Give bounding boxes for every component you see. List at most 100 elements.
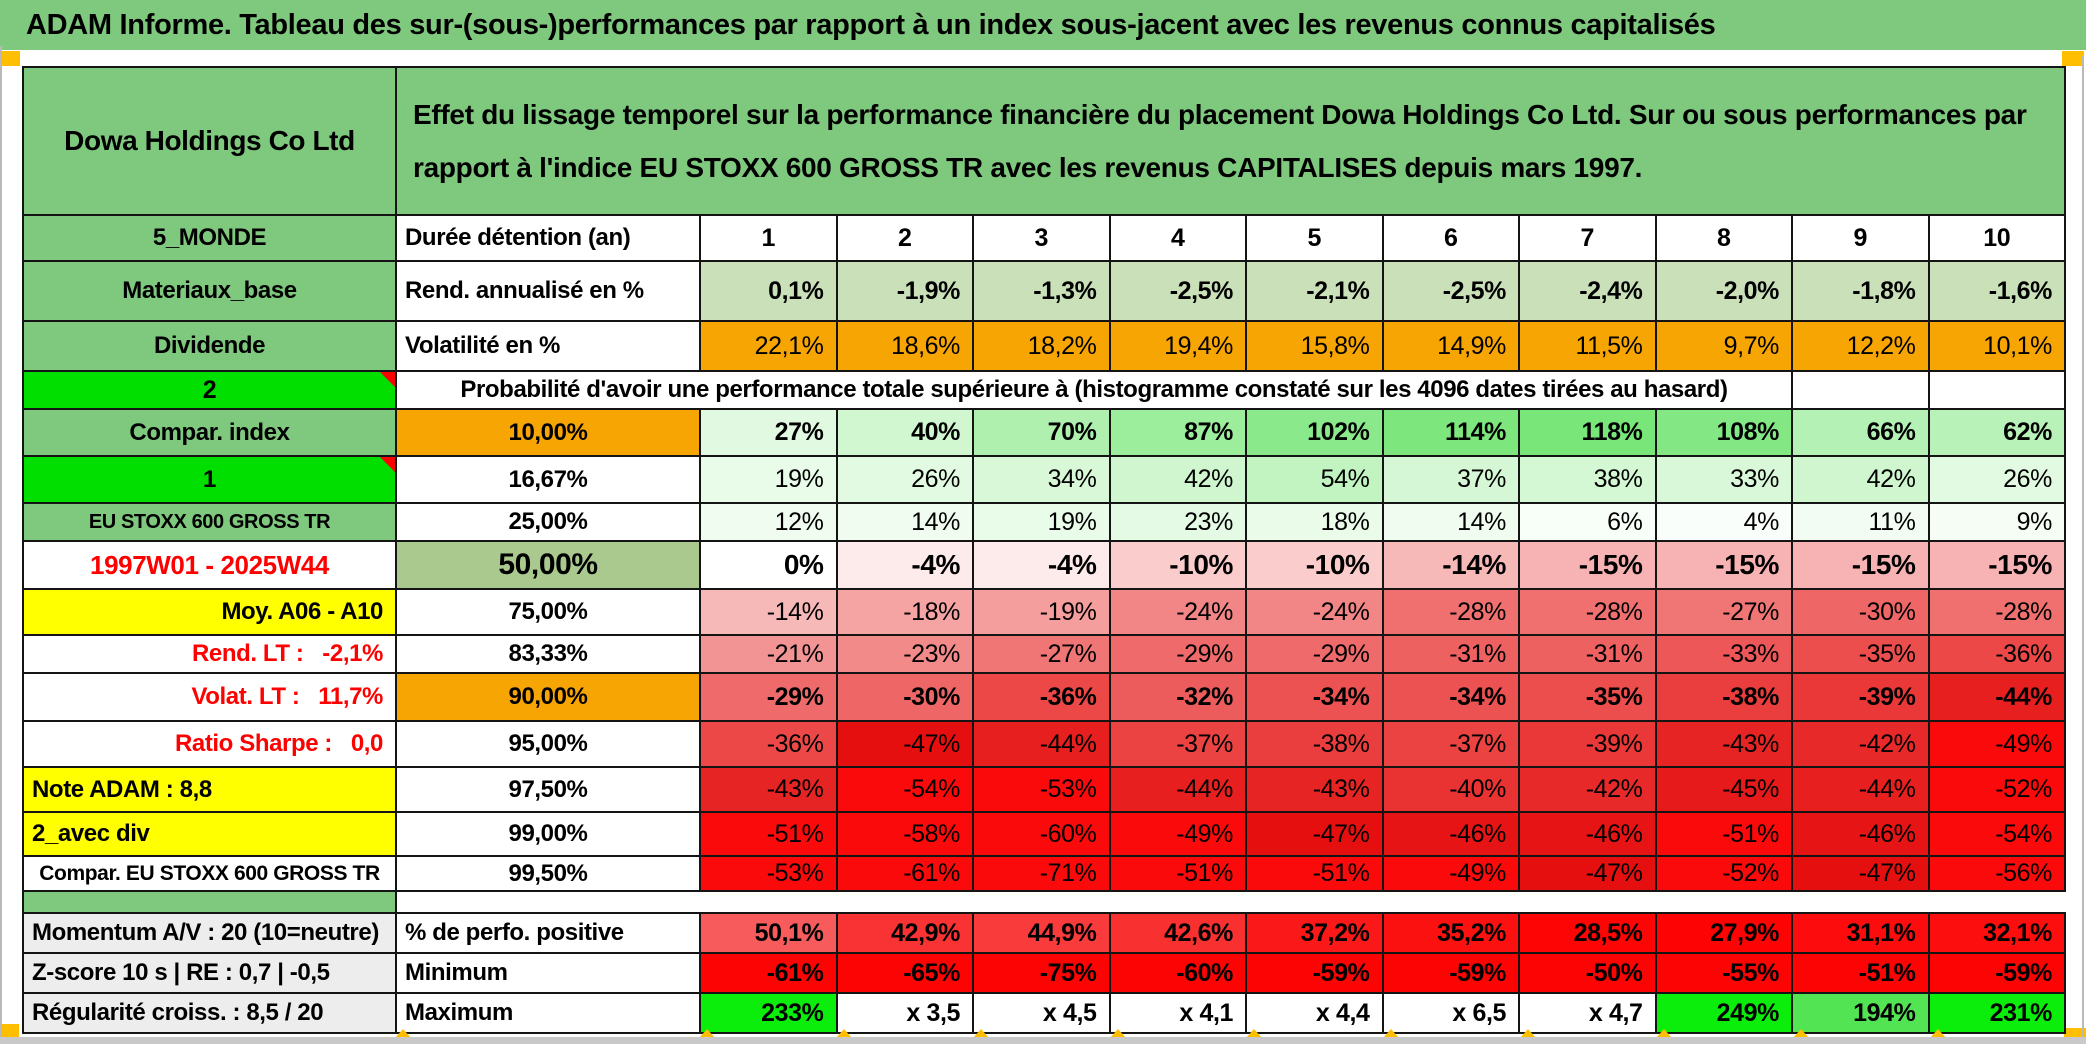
cell-p75-y8[interactable]: -27% — [1654, 588, 1793, 636]
cell-p95-y10[interactable]: -49% — [1927, 720, 2066, 768]
cell-p75-y7[interactable]: -28% — [1518, 588, 1657, 636]
cell-p10-y9[interactable]: 66% — [1791, 408, 1930, 457]
cell-volat-y8[interactable]: 9,7% — [1654, 320, 1793, 372]
cell-p99-y3[interactable]: -60% — [972, 811, 1111, 857]
cell-p75-y9[interactable]: -30% — [1791, 588, 1930, 636]
cell-duree-y8[interactable]: 8 — [1654, 214, 1793, 262]
cell-p75-y6[interactable]: -28% — [1381, 588, 1520, 636]
cell-max-y8[interactable]: 249% — [1654, 992, 1793, 1034]
cell-p10-y4[interactable]: 87% — [1108, 408, 1247, 457]
cell-p90-y3[interactable]: -36% — [972, 672, 1111, 722]
cell-p25-y8[interactable]: 4% — [1654, 502, 1793, 542]
cell-p1667-y7[interactable]: 38% — [1518, 455, 1657, 504]
cell-perfo-y4[interactable]: 42,6% — [1108, 912, 1247, 954]
cell-p99-y7[interactable]: -46% — [1518, 811, 1657, 857]
cell-p95-y8[interactable]: -43% — [1654, 720, 1793, 768]
cell-p75-y3[interactable]: -19% — [972, 588, 1111, 636]
cell-p8333-y4[interactable]: -29% — [1108, 634, 1247, 674]
cell-rend-y5[interactable]: -2,1% — [1245, 260, 1384, 322]
cell-volat-y4[interactable]: 19,4% — [1108, 320, 1247, 372]
cell-volat-y5[interactable]: 15,8% — [1245, 320, 1384, 372]
cell-max-y6[interactable]: x 6,5 — [1381, 992, 1520, 1034]
cell-min-y10[interactable]: -59% — [1927, 952, 2066, 994]
cell-p1667-y8[interactable]: 33% — [1654, 455, 1793, 504]
cell-p1667-y1[interactable]: 19% — [699, 455, 838, 504]
threshold-label-perfo[interactable]: % de perfo. positive — [395, 912, 701, 954]
cell-p50-y1[interactable]: 0% — [699, 540, 838, 590]
threshold-label-p8333[interactable]: 83,33% — [395, 634, 701, 674]
cell-p975-y2[interactable]: -54% — [835, 766, 974, 813]
cell-duree-y7[interactable]: 7 — [1518, 214, 1657, 262]
row-label-p99[interactable]: 2_avec div — [22, 811, 397, 857]
empty-cell[interactable] — [1927, 370, 2066, 410]
threshold-label-duree[interactable]: Durée détention (an) — [395, 214, 701, 262]
cell-p10-y3[interactable]: 70% — [972, 408, 1111, 457]
cell-p75-y2[interactable]: -18% — [835, 588, 974, 636]
cell-min-y2[interactable]: -65% — [835, 952, 974, 994]
cell-p95-y6[interactable]: -37% — [1381, 720, 1520, 768]
cell-p99-y10[interactable]: -54% — [1927, 811, 2066, 857]
cell-min-y8[interactable]: -55% — [1654, 952, 1793, 994]
row-label-p995[interactable]: Compar. EU STOXX 600 GROSS TR — [22, 855, 397, 892]
cell-p25-y5[interactable]: 18% — [1245, 502, 1384, 542]
cell-p975-y10[interactable]: -52% — [1927, 766, 2066, 813]
cell-p95-y1[interactable]: -36% — [699, 720, 838, 768]
cell-p90-y5[interactable]: -34% — [1245, 672, 1384, 722]
row-label-max[interactable]: Régularité croiss. : 8,5 / 20 — [22, 992, 397, 1034]
row-label-p1667[interactable]: 1 — [22, 455, 397, 504]
cell-p10-y6[interactable]: 114% — [1381, 408, 1520, 457]
cell-p25-y1[interactable]: 12% — [699, 502, 838, 542]
cell-p8333-y10[interactable]: -36% — [1927, 634, 2066, 674]
cell-p995-y1[interactable]: -53% — [699, 855, 838, 892]
cell-p1667-y3[interactable]: 34% — [972, 455, 1111, 504]
cell-p99-y9[interactable]: -46% — [1791, 811, 1930, 857]
threshold-label-p99[interactable]: 99,00% — [395, 811, 701, 857]
cell-p75-y5[interactable]: -24% — [1245, 588, 1384, 636]
cell-p90-y7[interactable]: -35% — [1518, 672, 1657, 722]
threshold-label-rend[interactable]: Rend. annualisé en % — [395, 260, 701, 322]
cell-p995-y3[interactable]: -71% — [972, 855, 1111, 892]
cell-p8333-y5[interactable]: -29% — [1245, 634, 1384, 674]
cell-p1667-y10[interactable]: 26% — [1927, 455, 2066, 504]
cell-p10-y2[interactable]: 40% — [835, 408, 974, 457]
cell-p975-y1[interactable]: -43% — [699, 766, 838, 813]
cell-p25-y2[interactable]: 14% — [835, 502, 974, 542]
cell-p25-y4[interactable]: 23% — [1108, 502, 1247, 542]
threshold-label-p95[interactable]: 95,00% — [395, 720, 701, 768]
cell-p1667-y4[interactable]: 42% — [1108, 455, 1247, 504]
cell-p8333-y9[interactable]: -35% — [1791, 634, 1930, 674]
threshold-label-p90[interactable]: 90,00% — [395, 672, 701, 722]
cell-p90-y2[interactable]: -30% — [835, 672, 974, 722]
cell-p995-y9[interactable]: -47% — [1791, 855, 1930, 892]
threshold-label-min[interactable]: Minimum — [395, 952, 701, 994]
cell-p975-y7[interactable]: -42% — [1518, 766, 1657, 813]
cell-max-y2[interactable]: x 3,5 — [835, 992, 974, 1034]
cell-p25-y7[interactable]: 6% — [1518, 502, 1657, 542]
cell-p95-y7[interactable]: -39% — [1518, 720, 1657, 768]
cell-p90-y6[interactable]: -34% — [1381, 672, 1520, 722]
cell-p25-y9[interactable]: 11% — [1791, 502, 1930, 542]
cell-p75-y1[interactable]: -14% — [699, 588, 838, 636]
cell-p90-y1[interactable]: -29% — [699, 672, 838, 722]
cell-max-y1[interactable]: 233% — [699, 992, 838, 1034]
cell-rend-y8[interactable]: -2,0% — [1654, 260, 1793, 322]
cell-p50-y3[interactable]: -4% — [972, 540, 1111, 590]
cell-perfo-y3[interactable]: 44,9% — [972, 912, 1111, 954]
threshold-label-p995[interactable]: 99,50% — [395, 855, 701, 892]
cell-p8333-y7[interactable]: -31% — [1518, 634, 1657, 674]
threshold-label-p75[interactable]: 75,00% — [395, 588, 701, 636]
cell-duree-y4[interactable]: 4 — [1108, 214, 1247, 262]
row-label-p975[interactable]: Note ADAM : 8,8 — [22, 766, 397, 813]
cell-p95-y4[interactable]: -37% — [1108, 720, 1247, 768]
cell-duree-y1[interactable]: 1 — [699, 214, 838, 262]
cell-p1667-y9[interactable]: 42% — [1791, 455, 1930, 504]
spacer-green-cell[interactable] — [22, 890, 397, 914]
cell-p1667-y2[interactable]: 26% — [835, 455, 974, 504]
cell-p50-y8[interactable]: -15% — [1654, 540, 1793, 590]
cell-p995-y7[interactable]: -47% — [1518, 855, 1657, 892]
cell-max-y3[interactable]: x 4,5 — [972, 992, 1111, 1034]
cell-p975-y4[interactable]: -44% — [1108, 766, 1247, 813]
cell-min-y9[interactable]: -51% — [1791, 952, 1930, 994]
cell-p10-y5[interactable]: 102% — [1245, 408, 1384, 457]
cell-max-y10[interactable]: 231% — [1927, 992, 2066, 1034]
